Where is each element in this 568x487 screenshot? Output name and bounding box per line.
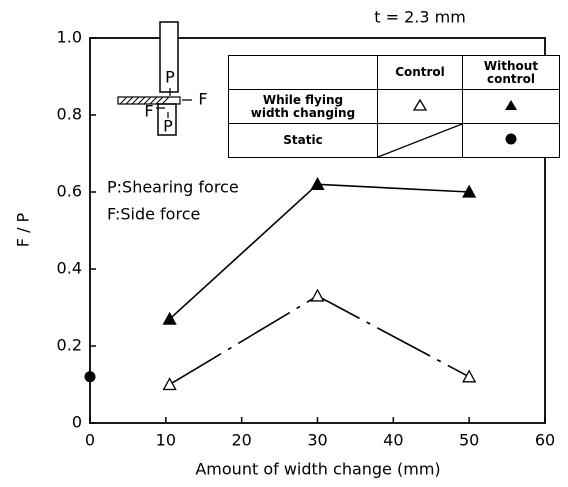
inset-label: P <box>165 68 175 87</box>
point <box>310 288 325 302</box>
inset-diagram: P F F P <box>117 21 208 136</box>
x-tick-label: 0 <box>85 431 95 450</box>
legend-cell <box>462 123 560 158</box>
legend-swatch <box>505 133 517 145</box>
legend: Control Without control While flying wid… <box>228 55 560 158</box>
y-axis-label: F / P <box>14 212 33 247</box>
point <box>162 311 177 325</box>
point <box>462 369 477 383</box>
x-tick-label: 10 <box>156 431 176 450</box>
hatch <box>119 96 170 105</box>
annotation: t = 2.3 mm <box>374 8 466 27</box>
x-tick-label: 50 <box>459 431 479 450</box>
inset-label: F <box>198 90 207 109</box>
y-tick-label: 0.6 <box>57 182 82 201</box>
point <box>84 371 96 383</box>
legend-cell <box>377 89 463 124</box>
y-tick-label: 0 <box>72 413 82 432</box>
legend-diagonal <box>378 124 462 157</box>
legend-cell <box>377 123 463 158</box>
force-arrows <box>156 88 192 118</box>
legend-row-label: While flying width changing <box>228 89 378 124</box>
x-tick-label: 40 <box>383 431 403 450</box>
upper-blade <box>159 21 179 93</box>
note: F:Side force <box>107 205 200 224</box>
y-tick-label: 0.2 <box>57 336 82 355</box>
inset-label: P <box>163 117 173 136</box>
sheet <box>117 96 181 105</box>
legend-corner <box>228 55 378 90</box>
series-line <box>169 295 470 386</box>
note: P:Shearing force <box>107 178 239 197</box>
x-tick-label: 20 <box>231 431 251 450</box>
y-tick-label: 1.0 <box>57 28 82 47</box>
legend-cell <box>462 89 560 124</box>
legend-swatch <box>412 98 428 111</box>
legend-swatch <box>505 100 517 110</box>
point <box>162 377 177 391</box>
legend-header: Without control <box>462 55 560 90</box>
x-tick-label: 60 <box>535 431 555 450</box>
legend-row-label: Static <box>228 123 378 158</box>
legend-header: Control <box>377 55 463 90</box>
inset-label: F <box>144 102 153 121</box>
y-tick-label: 0.4 <box>57 259 82 278</box>
x-tick-label: 30 <box>307 431 327 450</box>
point <box>310 176 325 190</box>
y-tick-label: 0.8 <box>57 105 82 124</box>
x-axis-label: Amount of width change (mm) <box>195 460 440 479</box>
point <box>462 184 477 198</box>
